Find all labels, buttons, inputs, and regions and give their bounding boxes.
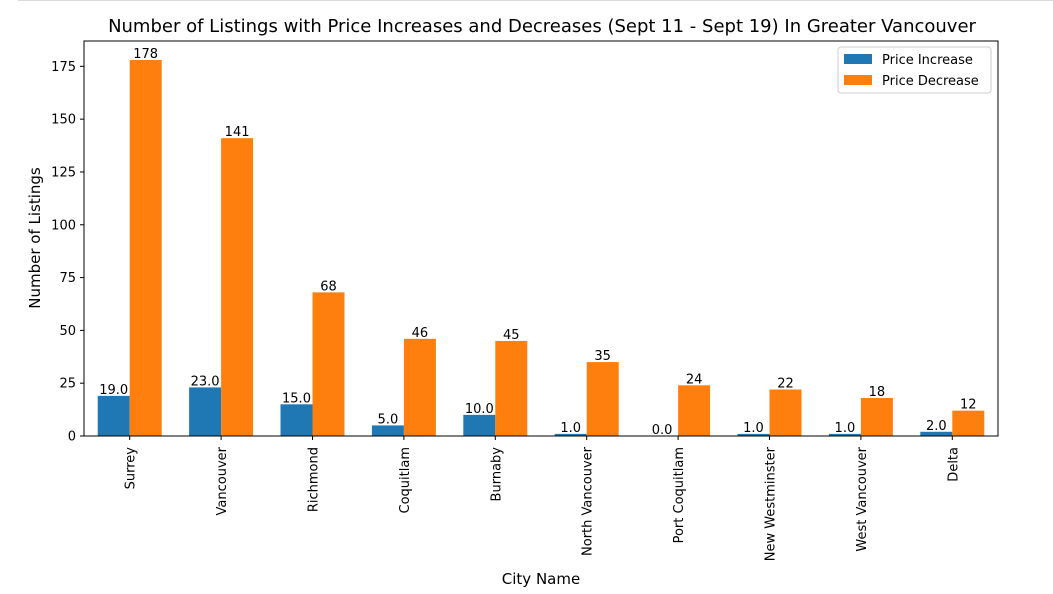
y-tick-label: 75 <box>59 271 76 286</box>
y-tick-label: 50 <box>59 324 76 339</box>
bar <box>129 60 162 437</box>
data-label: 5.0 <box>378 412 399 427</box>
data-label: 15.0 <box>282 391 311 406</box>
bar <box>312 292 345 436</box>
legend-box <box>837 46 992 94</box>
bar <box>495 340 528 436</box>
y-tick-label: 25 <box>59 377 76 392</box>
x-tick-label: New Westminster <box>764 446 779 561</box>
data-label: 0.0 <box>652 423 673 438</box>
data-label: 35 <box>594 349 611 364</box>
data-label: 68 <box>320 279 337 294</box>
data-label: 1.0 <box>743 421 764 436</box>
x-tick-label: Delta <box>946 447 961 482</box>
data-label: 2.0 <box>926 419 947 434</box>
x-axis-label: City Name <box>502 570 580 588</box>
y-tick-label: 100 <box>51 218 76 233</box>
legend: Price Increase Price Decrease <box>837 46 992 94</box>
bar <box>463 414 496 436</box>
data-label: 1.0 <box>560 421 581 436</box>
bar <box>554 433 587 436</box>
bar <box>769 389 802 436</box>
y-axis-label: Number of Listings <box>26 167 44 309</box>
y-axis: 0 25 50 75 100 125 150 175 <box>51 60 84 445</box>
bar <box>586 362 619 436</box>
x-tick-label: North Vancouver <box>581 446 596 556</box>
data-label: 18 <box>869 385 886 400</box>
bar <box>371 425 404 436</box>
legend-swatch <box>844 54 872 64</box>
data-label: 12 <box>960 398 977 413</box>
y-tick-label: 175 <box>51 60 76 75</box>
data-label: 178 <box>133 47 158 62</box>
x-tick-label: Vancouver <box>215 446 230 515</box>
bar <box>678 385 711 436</box>
x-tick-label: Richmond <box>307 447 322 512</box>
x-tick-label: Coquitlam <box>398 447 413 513</box>
x-tick-label: Surrey <box>124 447 139 490</box>
data-label: 46 <box>412 326 429 341</box>
y-tick-label: 0 <box>68 430 76 445</box>
legend-swatch <box>844 75 872 85</box>
plot-area: 19.0 178 23.0 141 15.0 68 5.0 46 10.0 45 1.0 35 0.0 2… <box>83 40 999 438</box>
data-label: 10.0 <box>465 402 494 417</box>
top-border <box>18 0 1053 1</box>
x-axis: Surrey Vancouver Richmond Coquitlam Burnaby N… <box>124 436 961 561</box>
legend-label: Price Increase <box>882 53 973 68</box>
x-tick-label: West Vancouver <box>855 446 870 551</box>
y-tick-label: 150 <box>51 113 76 128</box>
bar <box>221 138 254 436</box>
chart-title: Number of Listings with Price Increases … <box>108 16 976 37</box>
bar <box>860 397 893 436</box>
bar <box>828 433 861 436</box>
data-label: 141 <box>225 125 250 140</box>
legend-label: Price Decrease <box>882 74 979 89</box>
bar <box>280 404 313 436</box>
bar <box>189 387 222 436</box>
x-tick-label: Burnaby <box>489 447 504 502</box>
bar <box>403 338 436 436</box>
bar <box>920 431 953 436</box>
plot-frame <box>83 40 999 437</box>
bar <box>97 395 130 436</box>
x-tick-label: Port Coquitlam <box>672 447 687 543</box>
bar <box>737 433 770 436</box>
data-label: 1.0 <box>835 421 856 436</box>
data-label: 22 <box>777 377 794 392</box>
data-label: 19.0 <box>99 383 128 398</box>
bar <box>952 410 985 436</box>
y-tick-label: 125 <box>51 165 76 180</box>
data-label: 45 <box>503 328 520 343</box>
data-label: 24 <box>686 372 703 387</box>
data-label: 23.0 <box>191 374 220 389</box>
